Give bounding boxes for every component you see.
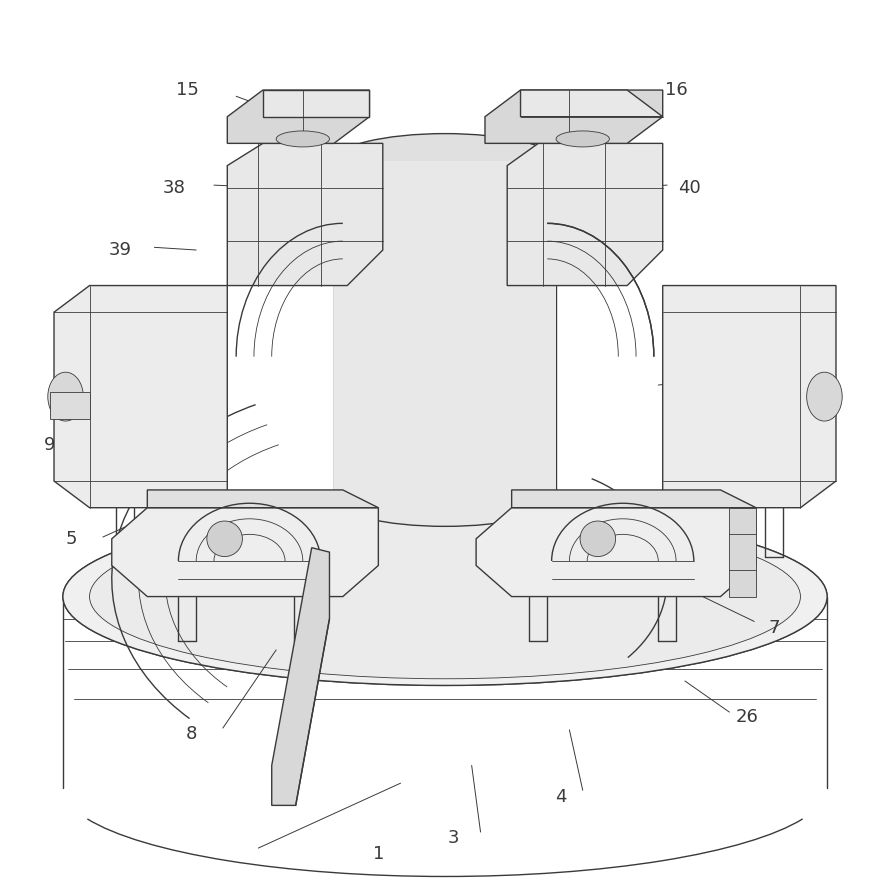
Ellipse shape: [90, 514, 800, 679]
Text: 10: 10: [785, 428, 807, 446]
Text: 40: 40: [678, 179, 700, 197]
Text: 1: 1: [373, 846, 384, 863]
Text: 4: 4: [554, 788, 566, 805]
Polygon shape: [263, 90, 369, 117]
Polygon shape: [521, 90, 663, 117]
Text: 26: 26: [736, 707, 758, 725]
Polygon shape: [271, 548, 329, 805]
Text: 9: 9: [44, 437, 55, 454]
Polygon shape: [485, 90, 663, 143]
Text: 6: 6: [741, 539, 753, 557]
Text: 14: 14: [709, 374, 732, 392]
Polygon shape: [227, 143, 383, 285]
Polygon shape: [730, 508, 756, 597]
Polygon shape: [227, 90, 369, 143]
Polygon shape: [50, 392, 90, 419]
Polygon shape: [54, 285, 227, 508]
Polygon shape: [476, 508, 756, 597]
Ellipse shape: [276, 131, 329, 147]
Ellipse shape: [334, 134, 556, 189]
Polygon shape: [148, 490, 378, 508]
Text: 15: 15: [176, 81, 198, 99]
Ellipse shape: [806, 372, 842, 421]
Ellipse shape: [48, 372, 84, 421]
Ellipse shape: [63, 508, 827, 685]
Text: 8: 8: [186, 725, 198, 743]
Ellipse shape: [206, 521, 242, 557]
Text: 38: 38: [163, 179, 185, 197]
Ellipse shape: [580, 521, 616, 557]
Polygon shape: [112, 508, 378, 597]
Text: 7: 7: [768, 618, 780, 637]
Polygon shape: [507, 143, 663, 285]
Text: 5: 5: [66, 530, 77, 548]
Polygon shape: [334, 161, 556, 499]
Polygon shape: [663, 285, 836, 508]
Text: 39: 39: [109, 241, 132, 259]
Text: 3: 3: [449, 830, 459, 847]
Text: 16: 16: [665, 81, 687, 99]
Polygon shape: [512, 490, 756, 508]
Ellipse shape: [334, 471, 556, 527]
Ellipse shape: [556, 131, 610, 147]
